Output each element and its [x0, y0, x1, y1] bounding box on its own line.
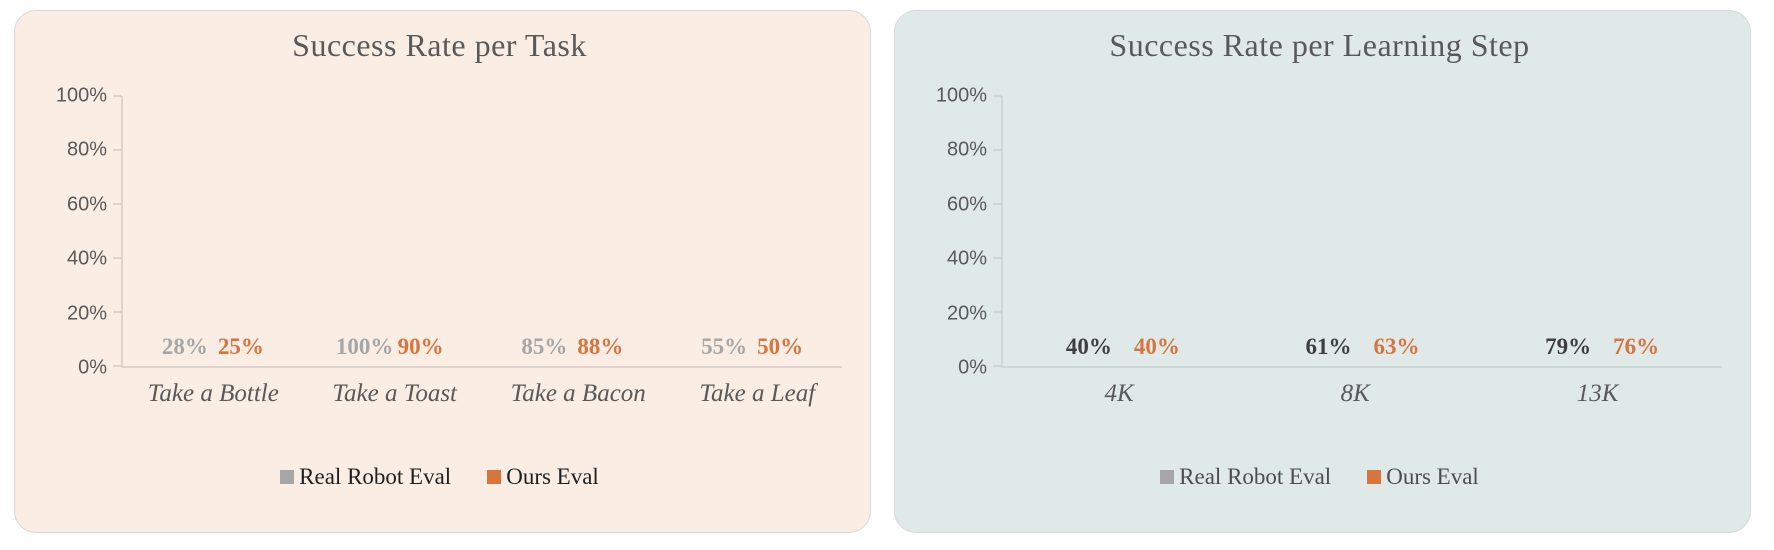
y-axis-tick-mark — [993, 95, 1001, 97]
bar-data-label: 55% — [701, 334, 748, 359]
bar-data-label: 85% — [521, 334, 568, 359]
y-axis-tick-label: 80% — [66, 138, 107, 161]
legend: Real Robot Eval Ours Eval — [37, 464, 842, 490]
bar-groups: 40% 40% 61% 63% 79% 76% — [1003, 96, 1722, 366]
y-axis-tick-label: 20% — [946, 302, 987, 325]
x-axis-category-label: Take a Toast — [332, 380, 458, 407]
y-axis-tick-label: 0% — [78, 356, 107, 379]
y-axis-tick-mark — [113, 311, 121, 313]
bar-data-label: 50% — [757, 334, 804, 359]
chart-panel-success-rate-per-learning-step: Success Rate per Learning Step 0% 20% 40% 6… — [894, 10, 1751, 533]
y-axis-tick-mark — [993, 257, 1001, 259]
y-axis-tick-label: 60% — [946, 193, 987, 216]
plot-region: 28% 25% 100% 90% 85% 88% 55% 50% — [113, 95, 842, 368]
legend-label: Ours Eval — [506, 464, 599, 489]
plot-region: 40% 40% 61% 63% 79% 76% — [993, 95, 1722, 368]
legend-swatch-icon — [487, 470, 502, 484]
x-axis-category-label: 13K — [1576, 380, 1619, 407]
legend-item: Ours Eval — [487, 464, 599, 490]
x-axis-category-label: 4K — [1104, 380, 1134, 407]
y-axis-tick-label: 80% — [946, 138, 987, 161]
chart-title: Success Rate per Task — [292, 27, 587, 63]
bar-data-label: 90% — [397, 334, 444, 359]
legend-item: Ours Eval — [1367, 464, 1479, 490]
bar-groups: 28% 25% 100% 90% 85% 88% 55% 50% — [123, 96, 842, 366]
legend-label: Real Robot Eval — [299, 464, 452, 489]
legend-swatch-icon — [1367, 470, 1382, 484]
y-axis-tick-labels: 0% 20% 40% 60% 80% 100% — [37, 85, 121, 379]
x-axis-category-label: Take a Bacon — [510, 380, 646, 407]
legend-label: Real Robot Eval — [1179, 464, 1332, 489]
bar-data-label: 63% — [1373, 334, 1420, 359]
legend-item: Real Robot Eval — [1160, 464, 1331, 490]
legend-swatch-icon — [280, 470, 295, 484]
y-axis-tick-label: 0% — [958, 356, 987, 379]
y-axis-tick-mark — [993, 203, 1001, 205]
y-axis-tick-mark — [993, 365, 1001, 367]
bar-data-label: 40% — [1133, 334, 1180, 359]
y-axis-tick-label: 40% — [66, 247, 107, 270]
chart-title: Success Rate per Learning Step — [1109, 27, 1530, 63]
bar-data-label: 40% — [1065, 334, 1112, 359]
y-axis-tick-label: 20% — [66, 302, 107, 325]
x-axis-category-labels: 4K 8K 13K — [1001, 380, 1722, 408]
legend: Real Robot Eval Ours Eval — [917, 464, 1722, 490]
y-axis-tick-mark — [993, 149, 1001, 151]
y-axis-tick-labels: 0% 20% 40% 60% 80% 100% — [917, 85, 1001, 379]
x-axis-category-label: 8K — [1340, 380, 1370, 407]
legend-swatch-icon — [1160, 470, 1175, 484]
y-axis-tick-label: 40% — [946, 247, 987, 270]
y-axis-tick-mark — [113, 257, 121, 259]
x-axis-category-label: Take a Leaf — [699, 380, 816, 407]
chart-body: 0% 20% 40% 60% 80% 100% 40% 40% 61% 63% 79% 76% — [917, 85, 1722, 379]
y-axis-tick-mark — [113, 149, 121, 151]
bar-data-label: 61% — [1305, 334, 1352, 359]
bar-data-label: 76% — [1613, 334, 1660, 359]
chart-body: 0% 20% 40% 60% 80% 100% 28% 25% 100% 90% 85% 88% 55… — [37, 85, 842, 379]
y-axis-tick-mark — [993, 311, 1001, 313]
bar-data-label: 28% — [161, 334, 208, 359]
legend-item: Real Robot Eval — [280, 464, 451, 490]
chart-panel-success-rate-per-task: Success Rate per Task 0% 20% 40% 60% 80% 100%… — [14, 10, 871, 533]
legend-label: Ours Eval — [1386, 464, 1479, 489]
x-axis-category-labels: Take a Bottle Take a Toast Take a Bacon Tak… — [121, 380, 842, 408]
bar-data-label: 100% — [335, 334, 394, 359]
y-axis-tick-label: 100% — [935, 84, 987, 107]
x-axis-category-label: Take a Bottle — [147, 380, 279, 407]
y-axis-tick-mark — [113, 365, 121, 367]
y-axis-tick-mark — [113, 203, 121, 205]
y-axis-tick-label: 100% — [55, 84, 107, 107]
bar-data-label: 25% — [217, 334, 264, 359]
bar-data-label: 79% — [1545, 334, 1592, 359]
y-axis-tick-label: 60% — [66, 193, 107, 216]
y-axis-tick-mark — [113, 95, 121, 97]
bar-data-label: 88% — [577, 334, 624, 359]
